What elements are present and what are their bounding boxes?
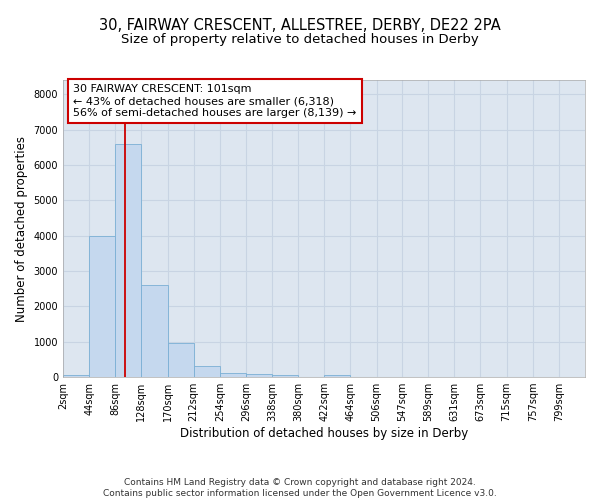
- Bar: [63, 375, 89, 377]
- Bar: [325, 375, 350, 377]
- X-axis label: Distribution of detached houses by size in Derby: Distribution of detached houses by size …: [180, 427, 468, 440]
- Text: Contains HM Land Registry data © Crown copyright and database right 2024.
Contai: Contains HM Land Registry data © Crown c…: [103, 478, 497, 498]
- Y-axis label: Number of detached properties: Number of detached properties: [15, 136, 28, 322]
- Bar: [89, 236, 115, 377]
- Text: 30, FAIRWAY CRESCENT, ALLESTREE, DERBY, DE22 2PA: 30, FAIRWAY CRESCENT, ALLESTREE, DERBY, …: [99, 18, 501, 32]
- Bar: [142, 285, 167, 377]
- Bar: [246, 374, 272, 377]
- Text: Size of property relative to detached houses in Derby: Size of property relative to detached ho…: [121, 32, 479, 46]
- Bar: [115, 144, 142, 377]
- Bar: [272, 375, 298, 377]
- Bar: [194, 366, 220, 377]
- Bar: [220, 373, 246, 377]
- Bar: [167, 344, 194, 377]
- Text: 30 FAIRWAY CRESCENT: 101sqm
← 43% of detached houses are smaller (6,318)
56% of : 30 FAIRWAY CRESCENT: 101sqm ← 43% of det…: [73, 84, 357, 117]
